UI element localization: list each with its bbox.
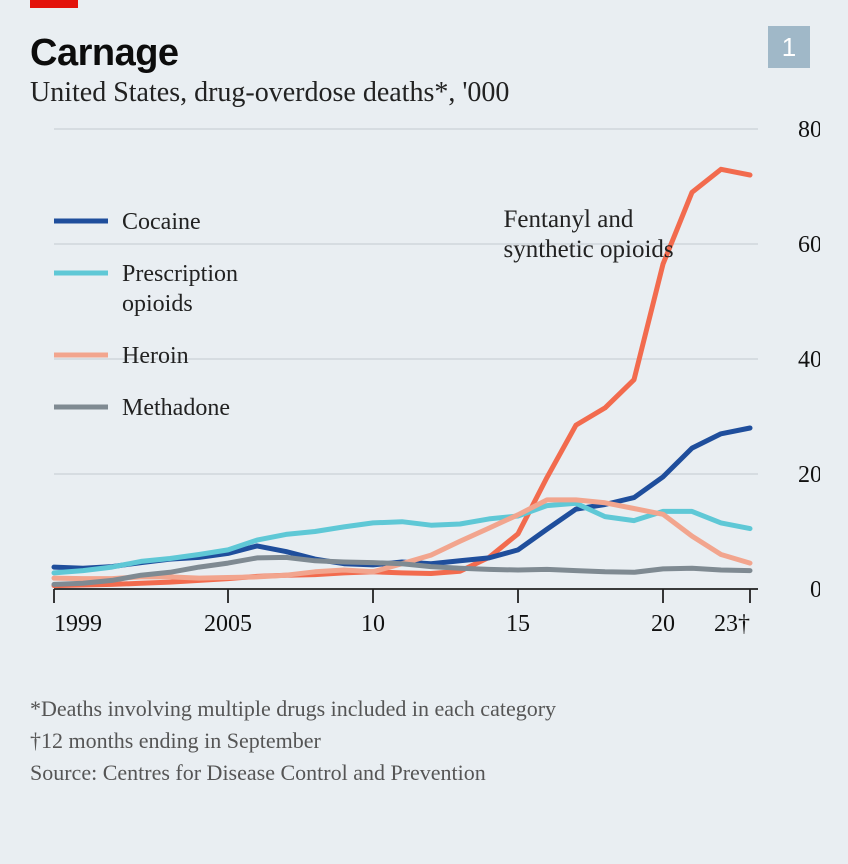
legend-label-cocaine: Cocaine bbox=[122, 209, 201, 235]
y-tick-label: 40 bbox=[798, 347, 820, 373]
chart-number-badge: 1 bbox=[768, 26, 810, 68]
x-tick-label: 20 bbox=[651, 611, 675, 637]
series-label-fentanyl-2: synthetic opioids bbox=[504, 236, 674, 263]
x-tick-label: 1999 bbox=[54, 611, 102, 637]
chart-subtitle: United States, drug-overdose deaths*, '0… bbox=[30, 77, 818, 109]
series-line-cocaine bbox=[54, 428, 750, 568]
x-tick-label: 2005 bbox=[204, 611, 252, 637]
x-tick-label: 15 bbox=[506, 611, 530, 637]
legend-label-prescription: Prescription bbox=[122, 261, 238, 287]
chart-area: 0 20 40 60 80 1999 2005 10 15 20 23† Fentanyl and sy… bbox=[30, 119, 820, 679]
chart-number-label: 1 bbox=[782, 32, 796, 63]
y-tick-label: 80 bbox=[798, 119, 820, 143]
footnotes: *Deaths involving multiple drugs include… bbox=[30, 693, 818, 789]
legend-label-heroin: Heroin bbox=[122, 343, 189, 369]
x-tick-label: 23† bbox=[714, 611, 750, 637]
chart-title: Carnage bbox=[30, 32, 818, 75]
brand-red-tab bbox=[30, 0, 78, 8]
footnote-source: Source: Centres for Disease Control and … bbox=[30, 757, 818, 789]
series-label-fentanyl: Fentanyl and bbox=[504, 206, 634, 233]
footnote-1: *Deaths involving multiple drugs include… bbox=[30, 693, 818, 725]
y-tick-label: 0 bbox=[810, 577, 820, 603]
x-tick-label: 10 bbox=[361, 611, 385, 637]
legend-label-prescription: opioids bbox=[122, 291, 193, 317]
legend-label-methadone: Methadone bbox=[122, 395, 230, 421]
y-tick-label: 20 bbox=[798, 462, 820, 488]
series-line-heroin bbox=[54, 500, 750, 579]
chart-svg: 0 20 40 60 80 1999 2005 10 15 20 23† Fentanyl and sy… bbox=[30, 119, 820, 679]
footnote-2: †12 months ending in September bbox=[30, 725, 818, 757]
y-tick-label: 60 bbox=[798, 232, 820, 258]
